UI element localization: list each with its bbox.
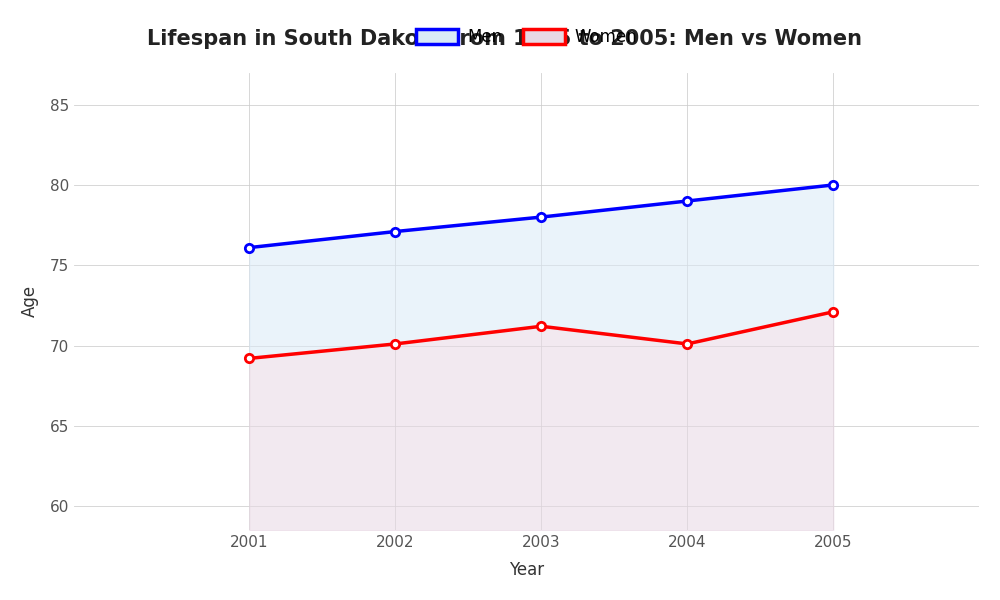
Text: Lifespan in South Dakota from 1985 to 2005: Men vs Women: Lifespan in South Dakota from 1985 to 20… (147, 29, 862, 49)
Y-axis label: Age: Age (21, 286, 39, 317)
X-axis label: Year: Year (509, 561, 544, 579)
Legend: Men, Women: Men, Women (409, 22, 644, 53)
